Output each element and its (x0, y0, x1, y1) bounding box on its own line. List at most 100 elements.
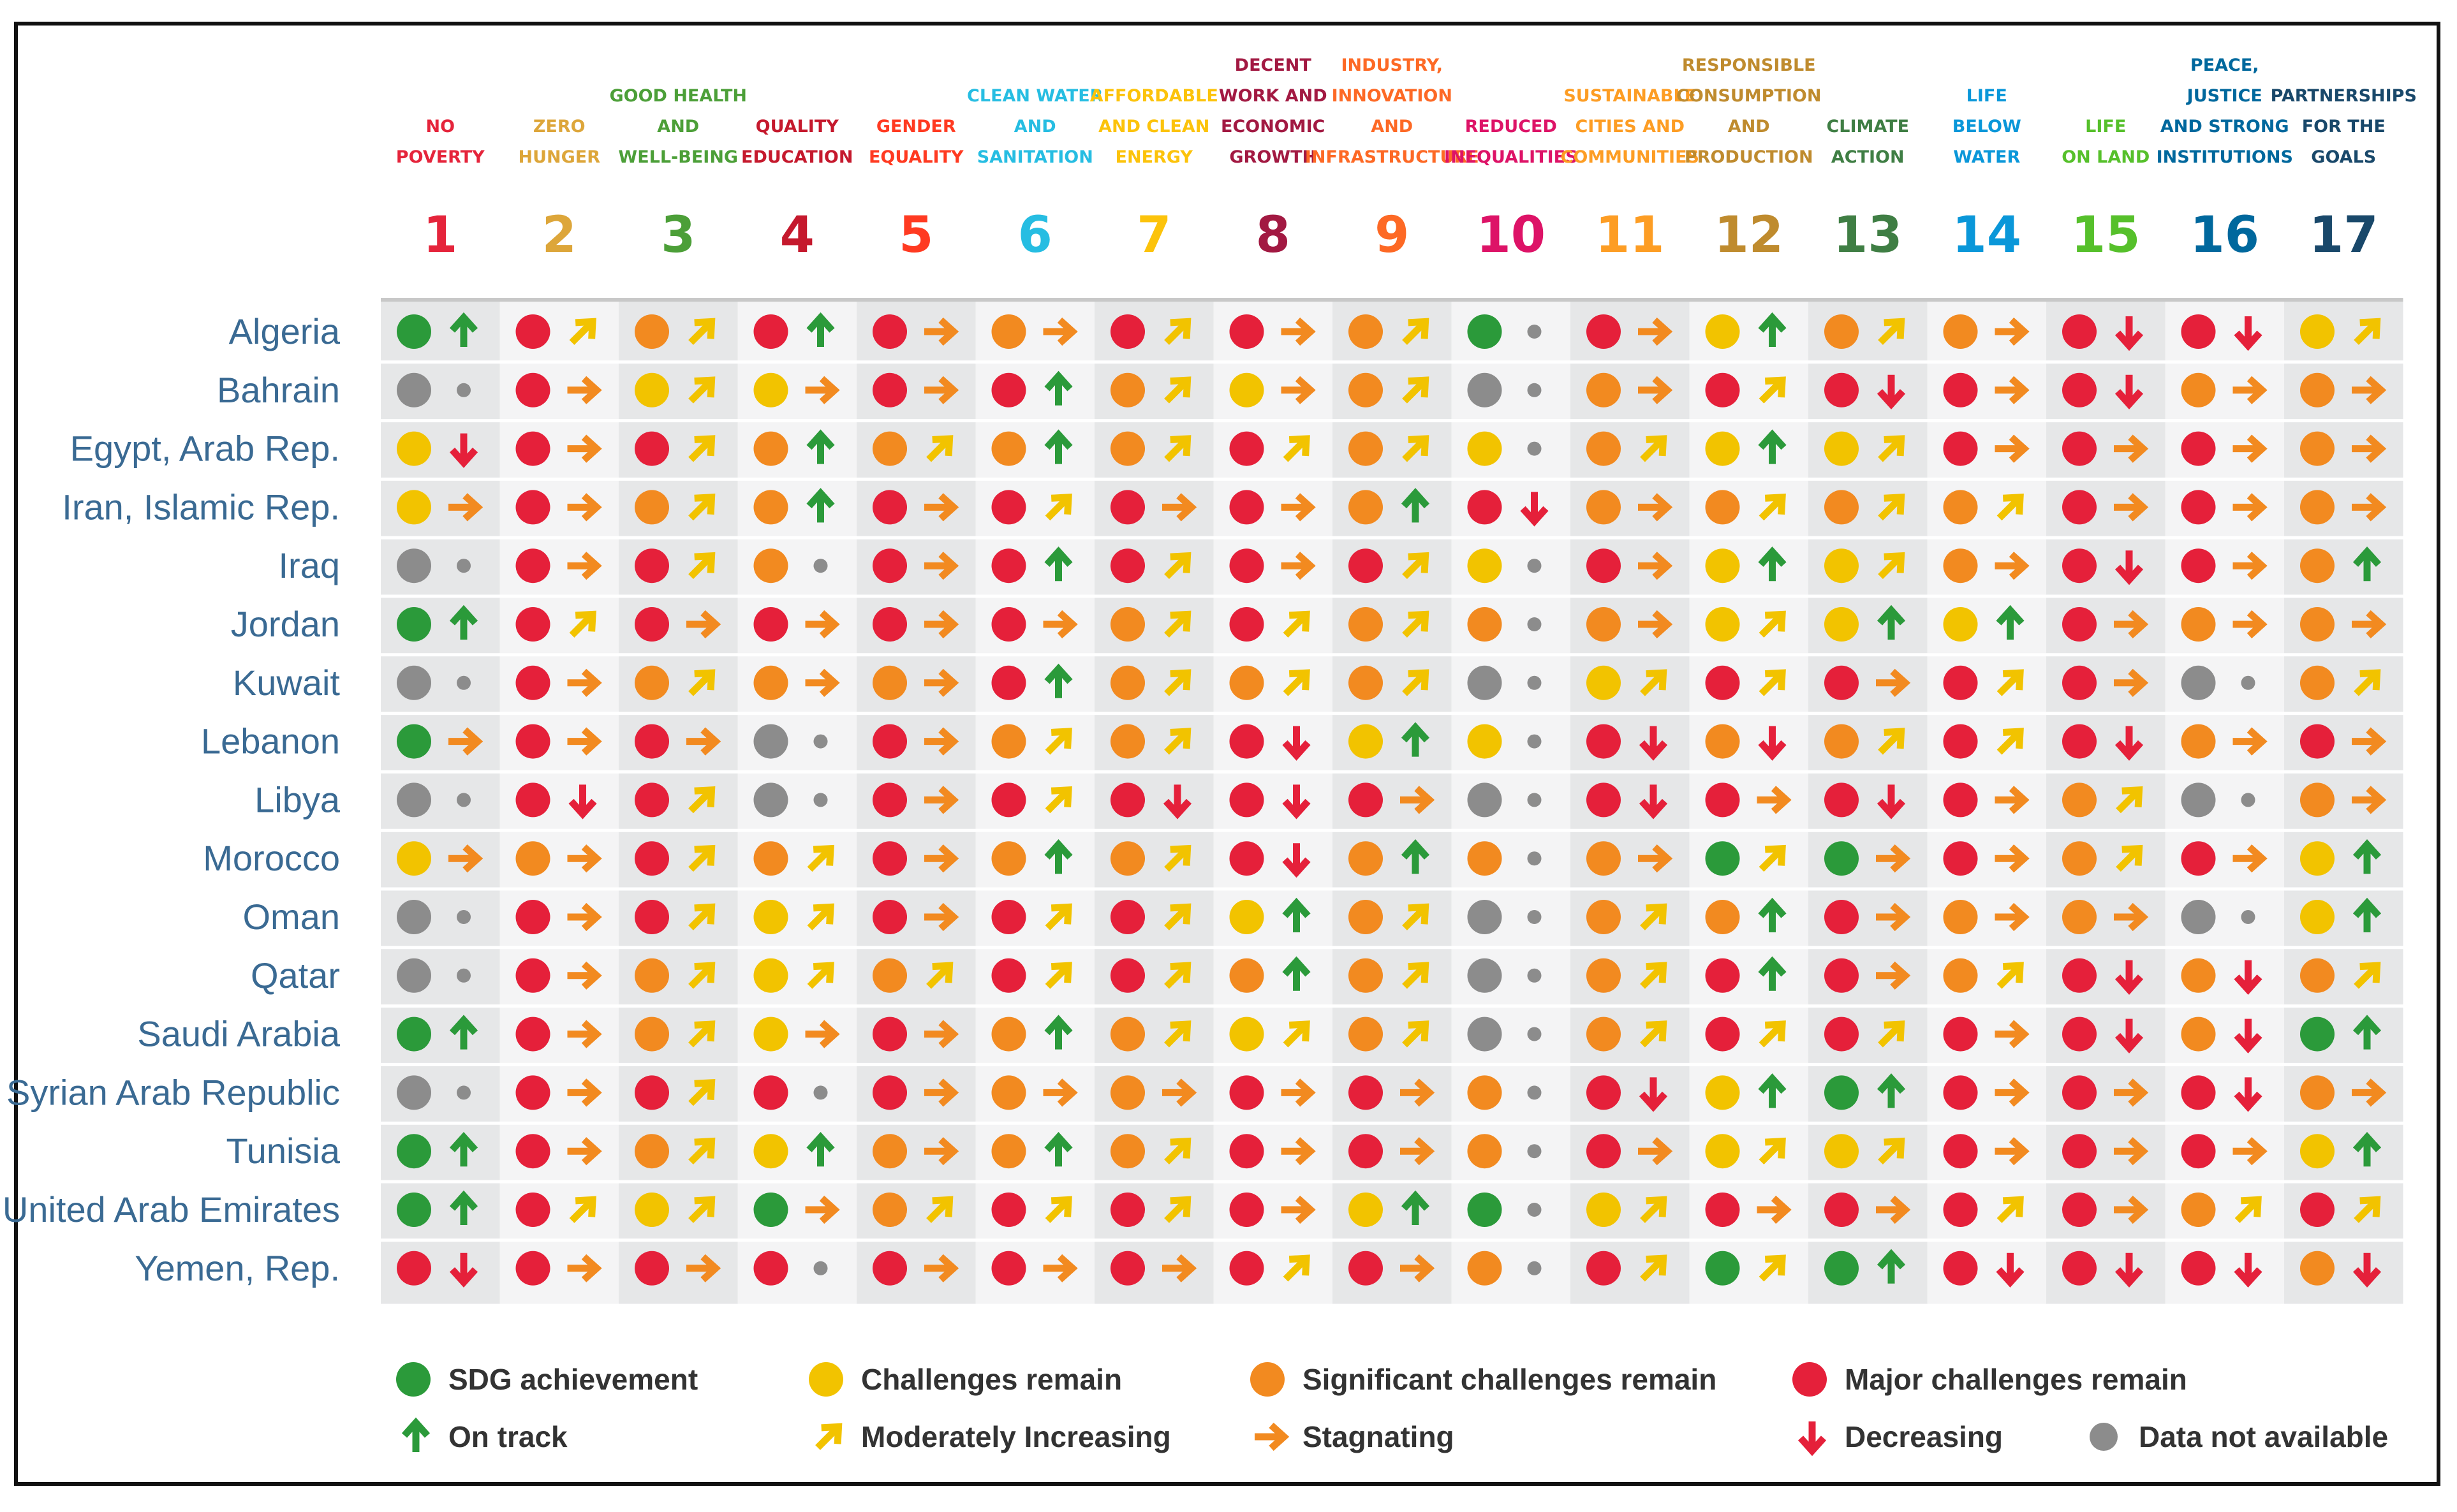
dashboard-cell (1348, 1017, 1429, 1052)
stagnating-arrow-icon (2232, 552, 2268, 580)
dashboard-cell (753, 900, 834, 934)
stagnating-arrow-icon (1400, 1137, 1435, 1166)
dashboard-cell (1110, 431, 1192, 466)
status-dot-icon (2300, 372, 2335, 407)
goal-label-5: EQUALITY (869, 147, 964, 167)
no-data-dot-icon (813, 793, 828, 807)
moderately-increasing-arrow-icon (1283, 1020, 1310, 1048)
dashboard-cell (397, 841, 483, 876)
dashboard-cell (397, 548, 471, 584)
no-data-dot-icon (457, 1085, 471, 1100)
status-dot-icon (1943, 841, 1978, 876)
status-dot-icon (991, 724, 1026, 759)
status-dot-icon (991, 1075, 1026, 1110)
moderately-increasing-arrow-icon (926, 1196, 954, 1223)
moderately-increasing-arrow-icon (1164, 610, 1192, 638)
dashboard-cell (635, 372, 716, 407)
dashboard-cell (1586, 1134, 1673, 1169)
legend-trend-label: On track (448, 1420, 568, 1453)
status-dot-icon (2181, 548, 2216, 584)
dashboard-cell (1110, 1193, 1192, 1227)
goal-label-10: REDUCED (1465, 117, 1557, 136)
on-track-arrow-icon (2352, 1131, 2382, 1167)
status-dot-icon (1586, 372, 1621, 407)
goal-label-17: FOR THE (2302, 117, 2386, 136)
stagnating-arrow-icon (805, 1020, 840, 1048)
status-dot-icon (515, 724, 550, 759)
dashboard-cell (515, 1134, 602, 1169)
dashboard-cell (397, 1015, 478, 1052)
moderately-increasing-arrow-icon (1878, 552, 1905, 580)
dashboard-cell (991, 1131, 1073, 1169)
goal-number-14: 14 (1952, 207, 2021, 264)
dashboard-cell (2300, 1251, 2382, 1288)
status-dot-icon (1824, 314, 1859, 349)
dashboard-cell (2181, 548, 2268, 584)
status-dot-icon (1943, 900, 1978, 934)
on-track-arrow-icon (1758, 897, 1787, 932)
stagnating-arrow-icon (2114, 1078, 2149, 1107)
dashboard-cell (753, 841, 834, 876)
status-dot-icon (873, 724, 907, 759)
dashboard-cell (1943, 958, 2024, 993)
status-dot-icon (515, 1251, 550, 1286)
dashboard-cell (1348, 431, 1429, 466)
stagnating-arrow-icon (1400, 786, 1435, 814)
dashboard-cell (2062, 314, 2144, 351)
status-dot-icon (635, 900, 669, 934)
moderately-increasing-arrow-icon (569, 318, 596, 345)
status-dot-icon (1586, 1075, 1621, 1110)
goal-label-11: SUSTAINABLE (1563, 86, 1696, 106)
moderately-increasing-arrow-icon (1759, 669, 1786, 696)
moderately-increasing-arrow-icon (1996, 669, 2024, 696)
status-dot-icon (1705, 1075, 1740, 1110)
on-track-arrow-icon (1401, 488, 1430, 523)
stagnating-arrow-icon (2114, 434, 2149, 463)
dashboard-cell (635, 1193, 716, 1227)
stagnating-arrow-icon (567, 668, 602, 697)
stagnating-arrow-icon (448, 844, 483, 873)
moderately-increasing-arrow-icon (2354, 1196, 2381, 1223)
status-dot-icon (1229, 1017, 1264, 1052)
status-dot-icon (1705, 900, 1740, 934)
dashboard-cell (2181, 1075, 2262, 1112)
goal-label-16: AND STRONG (2160, 117, 2289, 136)
on-track-arrow-icon (1758, 312, 1787, 347)
status-dot-icon (991, 314, 1026, 349)
on-track-arrow-icon (1044, 663, 1073, 698)
dashboard-cell (1943, 900, 2030, 934)
dashboard-cell (873, 665, 959, 700)
status-dot-icon (1229, 841, 1264, 876)
stagnating-arrow-icon (924, 1078, 959, 1107)
dashboard-cell (635, 782, 716, 818)
dashboard-cell (753, 1017, 840, 1052)
dashboard-cell (1943, 1193, 2024, 1227)
on-track-arrow-icon (2352, 1015, 2382, 1050)
status-dot-icon (753, 1075, 788, 1110)
status-dot-icon (1586, 1193, 1621, 1227)
on-track-arrow-icon (1401, 839, 1430, 874)
stagnating-arrow-icon (567, 434, 602, 463)
dashboard-cell (873, 431, 954, 466)
stagnating-arrow-icon (924, 1137, 959, 1166)
country-label: Morocco (203, 838, 340, 878)
dashboard-cell (1586, 1251, 1667, 1286)
dashboard-cell (2300, 665, 2381, 700)
status-dot-icon (1229, 314, 1264, 349)
status-dot-icon (2300, 958, 2335, 993)
status-dot-icon (1348, 431, 1383, 466)
dashboard-cell (1705, 312, 1787, 349)
dashboard-cell (1229, 665, 1310, 700)
moderately-increasing-arrow-icon (1640, 435, 1667, 462)
stagnating-arrow-icon (2232, 376, 2268, 404)
dashboard-cell (991, 607, 1078, 642)
dashboard-cell (1467, 841, 1542, 876)
moderately-increasing-arrow-icon (1283, 435, 1310, 462)
status-dot-icon (1348, 1017, 1383, 1052)
status-dot-icon (635, 782, 669, 818)
dashboard-cell (515, 1193, 596, 1227)
legend-trend-item (1255, 1422, 1290, 1451)
dashboard-cell (873, 958, 954, 993)
moderately-increasing-arrow-icon (1759, 1137, 1786, 1165)
country-label: Kuwait (233, 663, 341, 703)
